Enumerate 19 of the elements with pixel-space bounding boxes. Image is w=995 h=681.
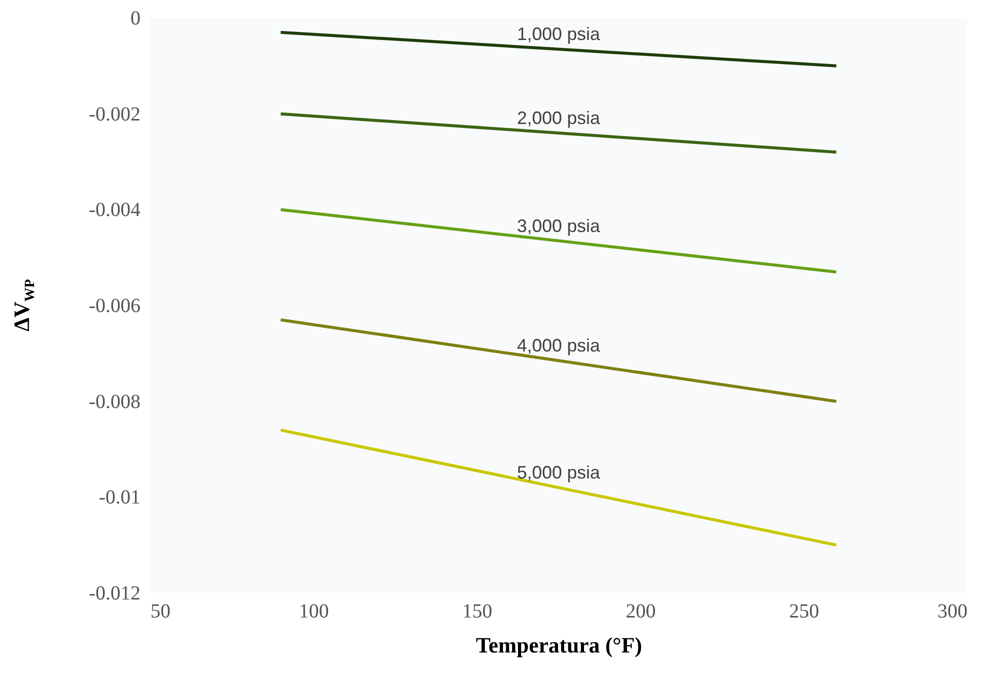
x-tick-label: 50 <box>150 600 170 622</box>
x-tick-label: 200 <box>626 600 656 622</box>
x-tick-label: 300 <box>938 600 968 622</box>
y-tick-label: -0.002 <box>88 103 140 126</box>
y-tick-label: -0.012 <box>88 582 140 604</box>
x-axis-title: Temperatura (°F) <box>476 632 642 658</box>
series-label: 3,000 psia <box>516 216 602 236</box>
x-tick-label: 150 <box>462 600 492 622</box>
y-tick-label: 0 <box>130 8 140 30</box>
y-tick-label: -0.01 <box>98 486 140 509</box>
series-label: 4,000 psia <box>516 336 602 356</box>
y-tick-label: -0.008 <box>88 390 140 413</box>
series-label: 1,000 psia <box>516 24 602 44</box>
y-tick-label: -0.004 <box>88 199 140 222</box>
x-tick-label: 250 <box>789 600 820 622</box>
series-label: 2,000 psia <box>516 108 602 128</box>
y-tick-label: -0.006 <box>88 295 140 317</box>
series-label: 5,000 psia <box>516 462 602 483</box>
x-tick-label: 100 <box>298 600 329 622</box>
